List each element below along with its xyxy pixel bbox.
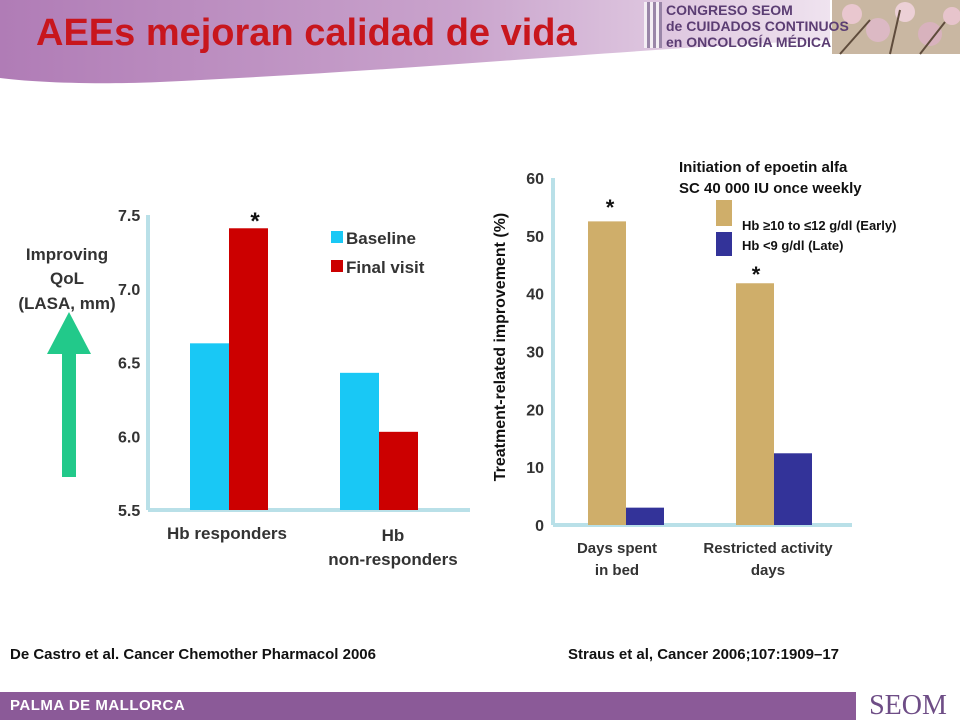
left-y-tick-label: 7.5 — [118, 208, 140, 225]
arrow-shaft — [62, 350, 76, 477]
right-bar-early — [736, 283, 774, 525]
right-category-label: in bed — [595, 562, 639, 579]
right-bar-late — [626, 507, 664, 525]
right-y-tick-label: 60 — [526, 171, 544, 188]
left-y-tick-label: 7.0 — [118, 282, 140, 299]
left-bar-final — [229, 228, 268, 510]
right-y-tick-label: 0 — [535, 518, 544, 535]
right-citation: Straus et al, Cancer 2006;107:1909–17 — [568, 646, 840, 663]
right-category-label: Days spent — [577, 540, 657, 557]
right-category-label: Restricted activity — [703, 540, 833, 557]
congress-line: CONGRESO SEOM — [666, 2, 793, 18]
right-legend-label: Hb <9 g/dl (Late) — [742, 238, 843, 253]
arrow-label-line: (LASA, mm) — [18, 294, 115, 313]
right-legend-swatch — [716, 232, 732, 256]
header-band: AEEs mejoran calidad de vida CONGRESO SE… — [0, 0, 960, 90]
left-category-label: Hb — [382, 526, 405, 545]
left-legend-label: Final visit — [346, 258, 425, 277]
right-category-label: days — [751, 562, 785, 579]
left-citation: De Castro et al. Cancer Chemother Pharma… — [10, 646, 376, 663]
right-bar-early — [588, 221, 626, 525]
arrow-label-line: QoL — [50, 269, 84, 288]
footer-band: PALMA DE MALLORCA SEOM — [0, 692, 960, 720]
left-legend-swatch — [331, 260, 343, 272]
left-bar-baseline — [190, 343, 229, 510]
right-y-tick-label: 20 — [526, 402, 544, 419]
right-y-tick-label: 10 — [526, 460, 544, 477]
legend-title-line: Initiation of epoetin alfa — [679, 159, 848, 176]
congress-line: de CUIDADOS CONTINUOS — [666, 18, 849, 34]
left-category-label: Hb responders — [167, 524, 287, 543]
left-legend-label: Baseline — [346, 229, 416, 248]
left-y-tick-label: 6.0 — [118, 429, 140, 446]
legend-title-line: SC 40 000 IU once weekly — [679, 180, 862, 197]
congress-line: en ONCOLOGÍA MÉDICA — [666, 34, 832, 50]
arrow-head — [47, 312, 91, 354]
improving-arrow — [47, 312, 91, 477]
left-y-tick-label: 6.5 — [118, 356, 140, 373]
arrow-label-line: Improving — [26, 245, 108, 264]
footer-location: PALMA DE MALLORCA — [10, 697, 186, 714]
right-y-tick-label: 40 — [526, 287, 544, 304]
left-bar-final — [379, 431, 418, 510]
page-title: AEEs mejoran calidad de vida — [36, 12, 577, 54]
left-category-label: non-responders — [328, 550, 457, 569]
right-y-tick-label: 50 — [526, 229, 544, 246]
left-y-tick-label: 5.5 — [118, 503, 140, 520]
right-chart: 0 10 20 30 40 50 60 Days spent in bed Restricted… — [492, 159, 896, 579]
significance-asterisk: * — [752, 262, 761, 287]
right-legend-label: Hb ≥10 to ≤12 g/dl (Early) — [742, 218, 896, 233]
significance-asterisk: * — [606, 195, 615, 220]
significance-asterisk: * — [250, 208, 260, 235]
right-y-axis-label: Treatment-related improvement (%) — [492, 213, 509, 482]
congress-logo-text: CONGRESO SEOM de CUIDADOS CONTINUOS en O… — [666, 2, 849, 50]
right-legend-swatch — [716, 200, 732, 226]
left-chart: 5.5 6.0 6.5 7.0 7.5 Hb responders Hb non-respo… — [18, 208, 470, 569]
header-background — [0, 0, 960, 84]
left-bar-baseline — [340, 372, 379, 510]
right-bar-late — [774, 453, 812, 525]
left-legend-swatch — [331, 231, 343, 243]
right-y-tick-label: 30 — [526, 345, 544, 362]
seom-logo: SEOM — [856, 692, 960, 720]
